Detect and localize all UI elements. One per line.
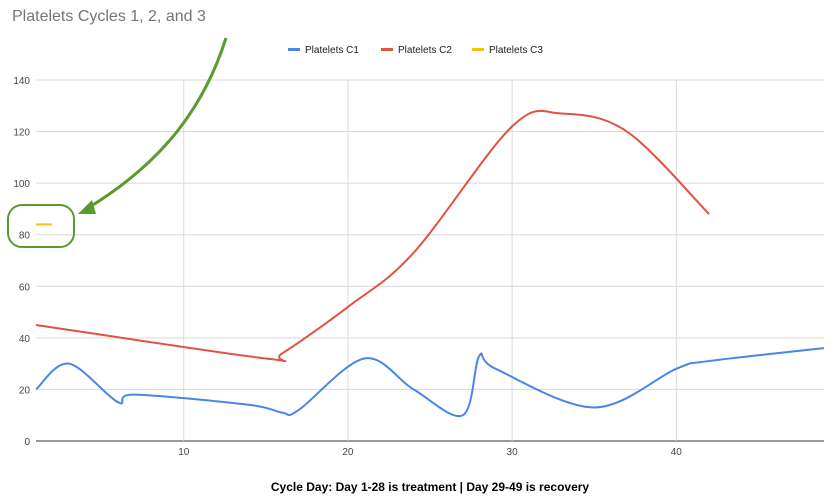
x-tick-label: 20 <box>342 447 354 458</box>
legend-swatch-c2 <box>381 48 393 51</box>
series-1-line <box>35 347 825 418</box>
y-tick-label: 40 <box>19 334 31 345</box>
x-tick-label: 30 <box>507 447 519 458</box>
grid-lines <box>36 79 824 442</box>
y-tick-label: 120 <box>13 128 30 139</box>
x-tick-label: 10 <box>178 447 190 458</box>
series-2-line <box>35 109 710 363</box>
annotation-arrow-head <box>78 200 96 214</box>
y-axis-ticks: 0 20 40 60 80 100 120 140 <box>13 76 30 448</box>
x-tick-label: 40 <box>671 447 683 458</box>
legend-label-c1: Platelets C1 <box>305 45 359 56</box>
y-tick-label: 60 <box>19 282 31 293</box>
legend-swatch-c3 <box>472 48 484 51</box>
y-tick-label: 20 <box>19 385 31 396</box>
legend-label-c2: Platelets C2 <box>398 45 452 56</box>
series-lines <box>35 109 825 418</box>
legend: Platelets C1 Platelets C2 Platelets C3 <box>288 45 543 56</box>
annotation-arrow-line <box>87 37 228 210</box>
legend-swatch-c1 <box>288 48 300 51</box>
x-axis-label: Cycle Day: Day 1-28 is treatment | Day 2… <box>271 480 590 494</box>
y-tick-label: 0 <box>24 437 30 448</box>
annotation-highlight-box <box>7 204 75 248</box>
y-tick-label: 80 <box>19 231 31 242</box>
y-tick-label: 100 <box>13 179 30 190</box>
chart-title: Platelets Cycles 1, 2, and 3 <box>12 8 206 25</box>
annotation <box>7 37 228 248</box>
y-tick-label: 140 <box>13 76 30 87</box>
x-axis-ticks: 10 20 30 40 <box>178 447 682 458</box>
legend-label-c3: Platelets C3 <box>489 45 543 56</box>
